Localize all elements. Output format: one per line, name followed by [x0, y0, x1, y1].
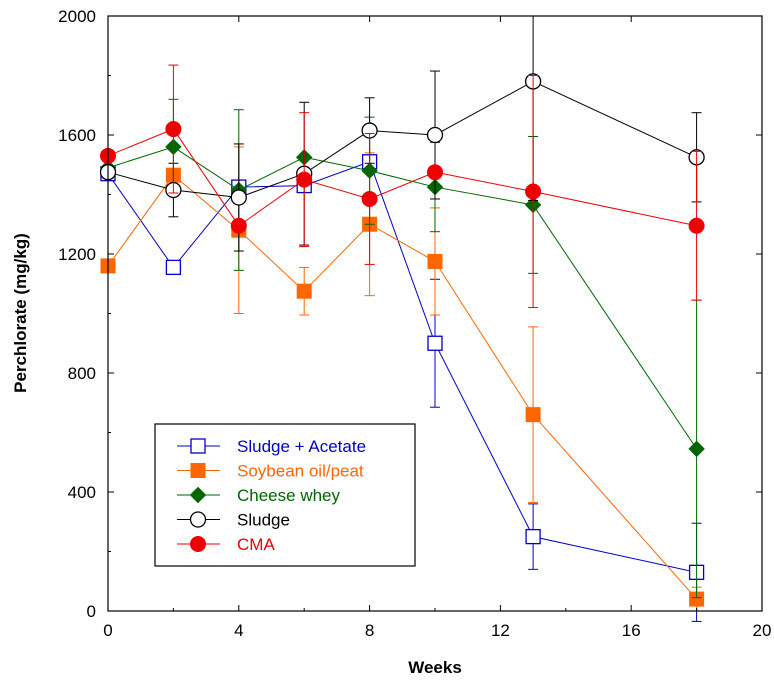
legend-label: Soybean oil/peat: [237, 462, 364, 481]
legend-marker: [189, 511, 207, 528]
legend-item: Soybean oil/peat: [177, 462, 364, 481]
y-tick-label: 0: [87, 602, 96, 621]
y-tick-label: 1200: [58, 245, 96, 264]
series-line: [107, 161, 697, 573]
x-tick-label: 8: [365, 621, 374, 640]
data-point: [165, 259, 182, 276]
data-point: [296, 283, 312, 299]
legend-marker: [190, 536, 206, 552]
plot-marks: [99, 16, 705, 622]
series-line: [107, 128, 697, 227]
y-axis-title: Perchlorate (mg/kg): [11, 233, 30, 393]
data-point: [296, 171, 313, 188]
legend-item: Sludge: [177, 511, 290, 530]
legend-item: Cheese whey: [177, 486, 341, 505]
y-tick-label: 800: [68, 364, 96, 383]
y-tick-label: 1600: [58, 126, 96, 145]
data-point: [427, 164, 443, 181]
series-cma: [100, 64, 705, 309]
data-point: [230, 189, 247, 206]
legend-label: Sludge: [237, 511, 290, 530]
data-point: [688, 440, 705, 458]
data-point: [525, 183, 542, 200]
data-point: [525, 528, 541, 545]
legend-marker: [190, 438, 206, 454]
data-point: [361, 190, 378, 207]
legend: Sludge + Acetate Soybean oil/peat Cheese w…: [154, 423, 416, 567]
data-point: [427, 335, 443, 351]
data-point: [688, 217, 705, 234]
legend-label: Sludge + Acetate: [237, 437, 366, 456]
data-point: [426, 126, 444, 144]
axes: 0 4 8 12 16 20 0 400 800 1200 1600 2000: [58, 7, 771, 640]
data-point: [230, 217, 247, 234]
x-tick-label: 0: [103, 621, 112, 640]
x-tick-label: 4: [234, 621, 243, 640]
series-line: [107, 146, 698, 450]
series-line: [107, 174, 697, 600]
data-point: [427, 253, 443, 269]
data-point: [165, 121, 182, 138]
legend-item: CMA: [177, 535, 275, 554]
x-tick-label: 20: [753, 621, 772, 640]
legend-item: Sludge + Acetate: [177, 437, 366, 456]
y-tick-label: 400: [68, 483, 96, 502]
legend-marker: [190, 463, 206, 478]
x-axis-title: Weeks: [408, 658, 462, 677]
y-tick-label: 2000: [58, 7, 96, 26]
series-line: [107, 80, 697, 198]
series-sludge: [99, 16, 705, 252]
data-point: [525, 407, 541, 423]
x-tick-label: 12: [491, 621, 510, 640]
x-tick-label: 16: [622, 621, 641, 640]
legend-label: CMA: [237, 535, 275, 554]
legend-label: Cheese whey: [237, 486, 341, 505]
legend-marker: [189, 486, 207, 504]
